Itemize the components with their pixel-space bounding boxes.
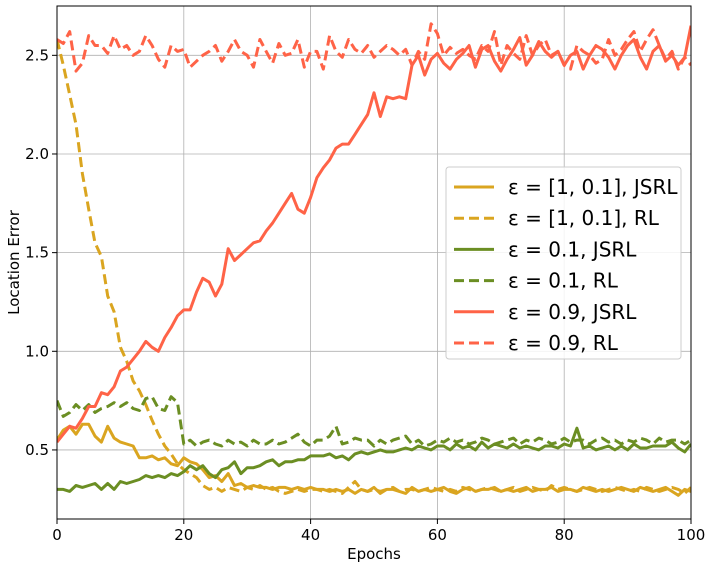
legend: ε = [1, 0.1], JSRL ε = [1, 0.1], RL ε = 0.… xyxy=(445,166,682,360)
x-tick-label: 60 xyxy=(428,526,447,544)
series-line-4-0-1-rl xyxy=(57,395,691,448)
y-tick-label: 1.0 xyxy=(25,342,49,360)
y-axis-label: Location Error xyxy=(5,209,23,315)
axis-ticks: 0 20 40 60 80 100 0.5 1.0 1.5 2.0 2.5 xyxy=(25,46,705,544)
x-tick-label: 80 xyxy=(555,526,574,544)
plot-frame xyxy=(56,5,692,520)
x-axis-label: Epochs xyxy=(347,545,401,563)
series-line-3-0-1-jsrl xyxy=(57,426,691,493)
legend-label: ε = 0.9, JSRL xyxy=(508,300,637,324)
series-line-5-0-9-jsrl xyxy=(57,25,691,444)
legend-label: ε = [1, 0.1], JSRL xyxy=(508,175,678,199)
legend-label: ε = 0.1, JSRL xyxy=(508,237,637,261)
x-tick-label: 0 xyxy=(52,526,62,544)
series-line-1-1-0-1-jsrl xyxy=(57,422,691,497)
x-tick-label: 20 xyxy=(174,526,193,544)
legend-box xyxy=(445,166,682,360)
y-tick-label: 1.5 xyxy=(25,244,49,262)
legend-label: ε = 0.9, RL xyxy=(508,331,619,355)
x-tick-label: 40 xyxy=(301,526,320,544)
x-tick-label: 100 xyxy=(677,526,706,544)
y-tick-label: 0.5 xyxy=(25,441,49,459)
legend-label: ε = 0.1, RL xyxy=(508,269,619,293)
y-tick-label: 2.5 xyxy=(25,46,49,64)
series-line-6-0-9-rl xyxy=(57,22,691,73)
y-tick-label: 2.0 xyxy=(25,145,49,163)
series-lines xyxy=(57,22,691,497)
legend-label: ε = [1, 0.1], RL xyxy=(508,206,660,230)
